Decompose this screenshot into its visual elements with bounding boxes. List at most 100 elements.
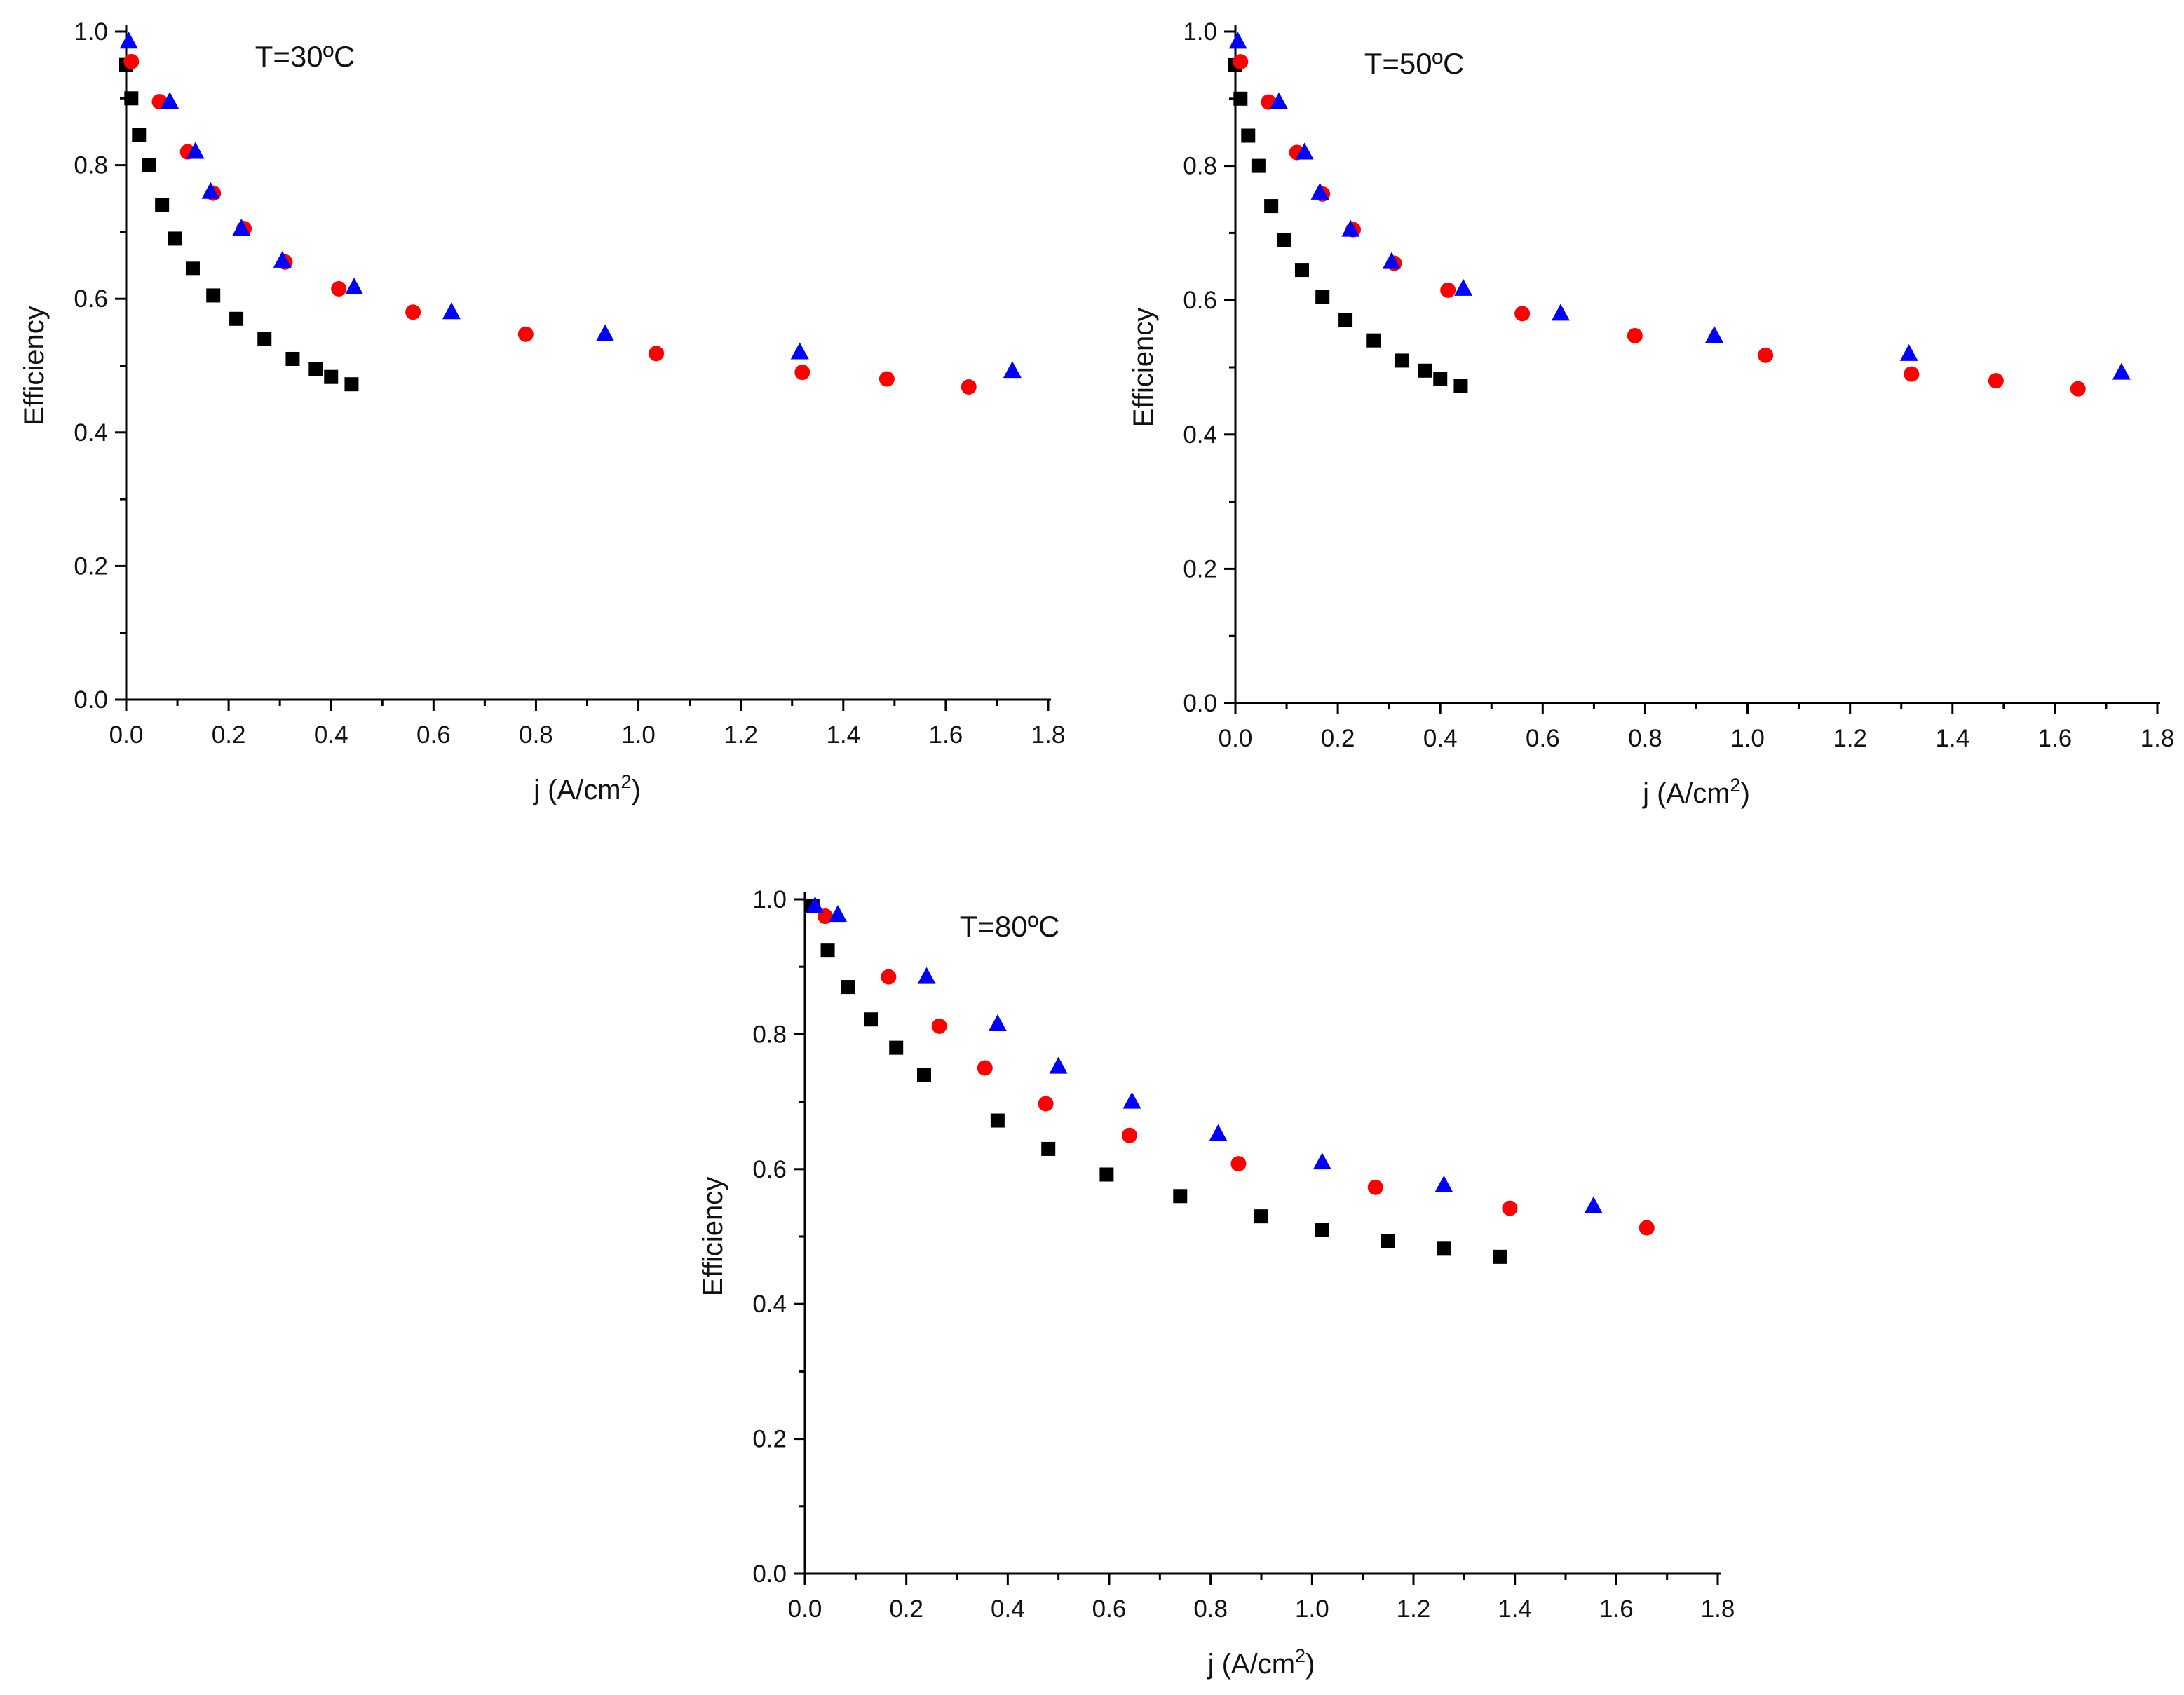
data-point-triangle bbox=[1382, 252, 1401, 269]
chart-t80: 0.0 0.2 0.4 0.6 0.8 1.0 1.2 1.4 1.6 1.8 0.0 0.2 0.4 0… bbox=[698, 886, 1735, 1680]
data-point-square bbox=[1294, 263, 1309, 278]
data-point-circle bbox=[1758, 347, 1774, 363]
data-point-square bbox=[864, 1012, 879, 1027]
data-point-square bbox=[257, 332, 272, 346]
data-point-triangle bbox=[442, 302, 461, 320]
y-tick-label: 0.8 bbox=[1183, 153, 1217, 180]
data-point-square bbox=[1041, 1141, 1056, 1156]
chart-title: T=30ºC bbox=[255, 40, 355, 73]
data-point-square bbox=[1315, 290, 1330, 304]
chart-title: T=50ºC bbox=[1364, 47, 1465, 80]
y-tick-label: 0.6 bbox=[752, 1156, 787, 1183]
y-tick-label: 0.4 bbox=[74, 419, 108, 447]
data-point-triangle bbox=[2112, 362, 2131, 380]
x-tick-label: 1.0 bbox=[621, 721, 656, 749]
data-point-square bbox=[344, 377, 359, 392]
y-tick-label: 1.0 bbox=[752, 886, 787, 913]
y-tick-label: 1.0 bbox=[74, 18, 108, 46]
data-point-square bbox=[820, 943, 835, 958]
data-point-circle bbox=[1038, 1096, 1054, 1112]
data-point-square bbox=[1233, 91, 1248, 106]
data-point-triangle bbox=[232, 219, 251, 236]
x-tick-label: 1.0 bbox=[1295, 1595, 1329, 1623]
y-tick-label: 1.0 bbox=[1183, 18, 1217, 46]
data-point-square bbox=[1264, 199, 1279, 214]
data-point-circle bbox=[1514, 306, 1531, 322]
x-axis-label: j (A/cm2) bbox=[533, 771, 641, 805]
data-point-circle bbox=[1988, 373, 2004, 389]
data-point-square bbox=[324, 369, 339, 384]
data-point-square bbox=[841, 980, 855, 995]
data-point-square bbox=[1241, 128, 1256, 143]
data-point-square bbox=[1277, 232, 1291, 247]
data-point-triangle bbox=[806, 896, 825, 913]
y-tick-label: 0.2 bbox=[752, 1426, 787, 1453]
chart-t30: 0.0 0.2 0.4 0.6 0.8 1.0 1.2 1.4 1.6 1.8 0.0 0.2 0.4 0… bbox=[19, 18, 1065, 805]
x-tick-label: 1.2 bbox=[724, 721, 758, 749]
data-point-square bbox=[1381, 1234, 1395, 1248]
x-tick-label: 0.8 bbox=[519, 721, 553, 749]
x-tick-label: 1.8 bbox=[2141, 725, 2175, 752]
data-point-triangle bbox=[1434, 1175, 1453, 1192]
data-point-square bbox=[142, 158, 156, 172]
data-point-triangle bbox=[1313, 1152, 1331, 1170]
data-point-square bbox=[1433, 372, 1448, 386]
data-point-circle bbox=[1121, 1127, 1137, 1143]
y-tick-label: 0.8 bbox=[752, 1021, 787, 1048]
x-axis-label: j (A/cm2) bbox=[1642, 775, 1750, 809]
data-point-circle bbox=[794, 365, 810, 381]
y-axis-label: Efficiency bbox=[698, 1177, 728, 1296]
data-point-circle bbox=[405, 304, 421, 320]
data-point-triangle bbox=[917, 967, 936, 984]
x-tick-label: 0.0 bbox=[109, 721, 144, 749]
y-tick-label: 0.8 bbox=[74, 152, 108, 179]
x-tick-label: 1.4 bbox=[826, 721, 860, 749]
data-point-circle bbox=[879, 371, 895, 387]
x-tick-label: 0.0 bbox=[1219, 725, 1253, 752]
data-point-square bbox=[916, 1068, 931, 1082]
y-tick-label: 0.2 bbox=[74, 552, 108, 580]
data-point-square bbox=[1395, 353, 1409, 368]
data-point-circle bbox=[1627, 327, 1643, 343]
data-point-triangle bbox=[1295, 142, 1314, 160]
y-axis-label: Efficiency bbox=[19, 306, 50, 425]
data-point-triangle bbox=[829, 905, 848, 923]
data-point-circle bbox=[1639, 1220, 1655, 1236]
data-point-triangle bbox=[1551, 304, 1570, 321]
data-point-square bbox=[1453, 379, 1468, 393]
y-axis-label: Efficiency bbox=[1128, 308, 1159, 427]
chart-t50: 0.0 0.2 0.4 0.6 0.8 1.0 1.2 1.4 1.6 1.8 0.0 0.2 0.4 0… bbox=[1128, 18, 2174, 809]
data-point-square bbox=[1254, 1209, 1268, 1224]
data-point-square bbox=[1418, 363, 1432, 378]
data-point-square bbox=[1366, 333, 1381, 348]
data-point-circle bbox=[1367, 1179, 1383, 1195]
data-point-circle bbox=[123, 53, 140, 69]
data-point-square bbox=[1437, 1241, 1451, 1256]
data-point-triangle bbox=[345, 277, 364, 294]
data-point-triangle bbox=[1454, 278, 1473, 296]
data-point-triangle bbox=[1209, 1124, 1228, 1141]
x-tick-label: 0.6 bbox=[416, 721, 451, 749]
data-point-square bbox=[168, 231, 182, 246]
x-tick-label: 0.2 bbox=[212, 721, 246, 749]
data-point-triangle bbox=[1270, 92, 1289, 109]
x-tick-label: 1.6 bbox=[929, 721, 963, 749]
data-point-circle bbox=[881, 969, 897, 985]
data-point-square bbox=[285, 351, 300, 366]
chart-title: T=80ºC bbox=[960, 910, 1060, 943]
data-point-square bbox=[206, 288, 221, 303]
x-tick-label: 1.2 bbox=[1833, 725, 1867, 752]
data-point-circle bbox=[1233, 54, 1249, 70]
data-point-square bbox=[1315, 1223, 1329, 1237]
y-tick-label: 0.4 bbox=[752, 1291, 787, 1318]
y-tick-label: 0.2 bbox=[1183, 555, 1217, 583]
data-point-square bbox=[990, 1113, 1005, 1128]
data-point-circle bbox=[1904, 366, 1920, 382]
x-tick-label: 1.2 bbox=[1397, 1595, 1431, 1623]
x-tick-label: 0.0 bbox=[788, 1595, 822, 1623]
x-tick-label: 1.6 bbox=[2038, 725, 2073, 752]
y-tick-label: 0.0 bbox=[74, 686, 108, 714]
data-point-square bbox=[132, 128, 147, 142]
